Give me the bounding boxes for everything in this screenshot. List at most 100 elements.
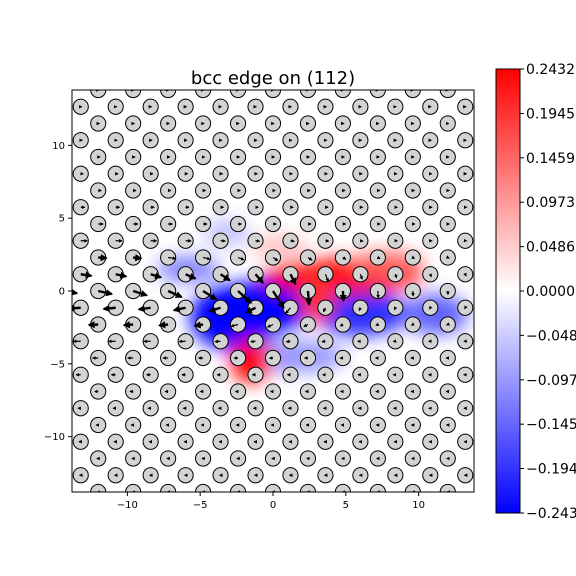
- atom: [299, 90, 317, 99]
- atom: [56, 183, 71, 198]
- colorbar-tick-label: −0.097: [526, 373, 576, 389]
- displacement-arrow: [285, 339, 291, 344]
- colorbar-tick-label: 0.0000: [526, 284, 575, 300]
- displacement-arrow: [202, 289, 218, 301]
- atom: [247, 199, 264, 216]
- colorbar-tick-label: 0.1459: [526, 151, 575, 167]
- y-axis: 10 5 0 −5 −10: [44, 141, 72, 443]
- colorbar-gradient: [495, 68, 521, 514]
- displacement-arrow: [285, 307, 291, 314]
- atom: [160, 90, 177, 99]
- displacement-arrow: [172, 305, 186, 313]
- atom: [475, 384, 490, 399]
- displacement-arrow: [97, 289, 114, 297]
- displacement-arrow: [410, 322, 415, 326]
- displacement-arrow: [463, 272, 467, 277]
- displacement-arrow: [324, 274, 329, 282]
- displacement-arrow: [150, 272, 163, 280]
- atom: [475, 484, 490, 499]
- displacement-arrow: [289, 273, 297, 286]
- displacement-arrow: [266, 323, 274, 328]
- y-tick-label: 0: [59, 287, 65, 298]
- displacement-arrow: [411, 255, 416, 259]
- colorbar: 0.2432 0.1945 0.1459 0.0973 0.0486 0.0000 −0.0…: [495, 62, 576, 522]
- atom: [475, 317, 490, 332]
- colorbar-tick-label: 0.0973: [526, 195, 575, 211]
- displacement-arrow: [376, 255, 381, 260]
- atom: [247, 98, 264, 115]
- displacement-arrow: [157, 321, 169, 329]
- displacement-arrow: [428, 273, 432, 278]
- displacement-arrow: [339, 322, 344, 327]
- atom: [439, 90, 456, 99]
- displacement-arrow: [254, 273, 264, 284]
- x-axis: −10 −5 0 5 10: [117, 492, 425, 511]
- atom: [475, 250, 490, 265]
- displacement-arrow: [339, 290, 347, 303]
- y-tick-label: 10: [52, 141, 65, 152]
- atom: [475, 216, 490, 231]
- displacement-arrow: [322, 307, 327, 313]
- atom: [56, 317, 71, 332]
- displacement-arrow: [244, 306, 257, 314]
- colorbar-tick-label: −0.145: [526, 417, 576, 433]
- displacement-arrows: [72, 90, 468, 492]
- displacement-arrow: [168, 256, 177, 260]
- atom: [56, 82, 71, 97]
- chart-title: bcc edge on (112): [191, 68, 355, 89]
- atom: [247, 232, 264, 249]
- y-tick-label: −10: [44, 432, 65, 443]
- displacement-arrow: [307, 256, 313, 261]
- x-tick-label: 0: [270, 500, 276, 511]
- atom: [475, 417, 490, 432]
- displacement-arrow: [271, 290, 285, 309]
- atom: [475, 350, 490, 365]
- atom: [475, 183, 490, 198]
- plot-area: [56, 82, 490, 499]
- atom: [475, 116, 490, 131]
- atom: [229, 90, 247, 99]
- atom: [56, 417, 71, 432]
- colorbar-tick-label: −0.048: [526, 328, 576, 344]
- colorbar-tick-label: −0.243: [526, 506, 576, 522]
- atom: [475, 283, 490, 298]
- displacement-arrow: [98, 254, 108, 262]
- atom: [475, 82, 490, 97]
- displacement-arrow: [393, 306, 398, 311]
- atom: [125, 90, 142, 99]
- displacement-arrow: [115, 271, 128, 279]
- atom: [475, 451, 490, 466]
- atom: [56, 484, 71, 499]
- displacement-arrow: [237, 290, 252, 304]
- displacement-arrow: [219, 273, 231, 282]
- displacement-arrow: [102, 304, 116, 312]
- displacement-arrow: [429, 305, 433, 310]
- atom: [56, 116, 71, 131]
- displacement-arrow: [375, 322, 380, 327]
- x-tick-label: 5: [343, 500, 349, 511]
- displacement-arrow: [359, 274, 363, 280]
- colorbar-tick-label: 0.1945: [526, 106, 575, 122]
- displacement-arrow: [464, 305, 468, 310]
- displacement-arrow: [80, 271, 93, 279]
- displacement-arrow: [230, 323, 239, 328]
- displacement-arrow: [393, 274, 398, 279]
- y-tick-label: −5: [50, 359, 65, 370]
- colorbar-tick-label: 0.2432: [526, 62, 575, 78]
- displacement-arrow: [133, 254, 143, 262]
- x-tick-label: −10: [117, 500, 138, 511]
- atom: [334, 90, 351, 99]
- displacement-arrow: [303, 323, 309, 328]
- colorbar-ticks: 0.2432 0.1945 0.1459 0.0973 0.0486 0.0000 −0.0…: [520, 62, 576, 522]
- atom: [475, 149, 490, 164]
- atom: [90, 90, 107, 99]
- displacement-arrow: [185, 272, 197, 280]
- displacement-arrow: [272, 256, 279, 262]
- atom: [195, 90, 212, 99]
- displacement-arrow: [193, 321, 204, 329]
- displacement-arrow: [305, 290, 313, 307]
- displacement-arrow: [137, 305, 151, 313]
- atom: [369, 90, 386, 99]
- displacement-arrow: [358, 307, 362, 312]
